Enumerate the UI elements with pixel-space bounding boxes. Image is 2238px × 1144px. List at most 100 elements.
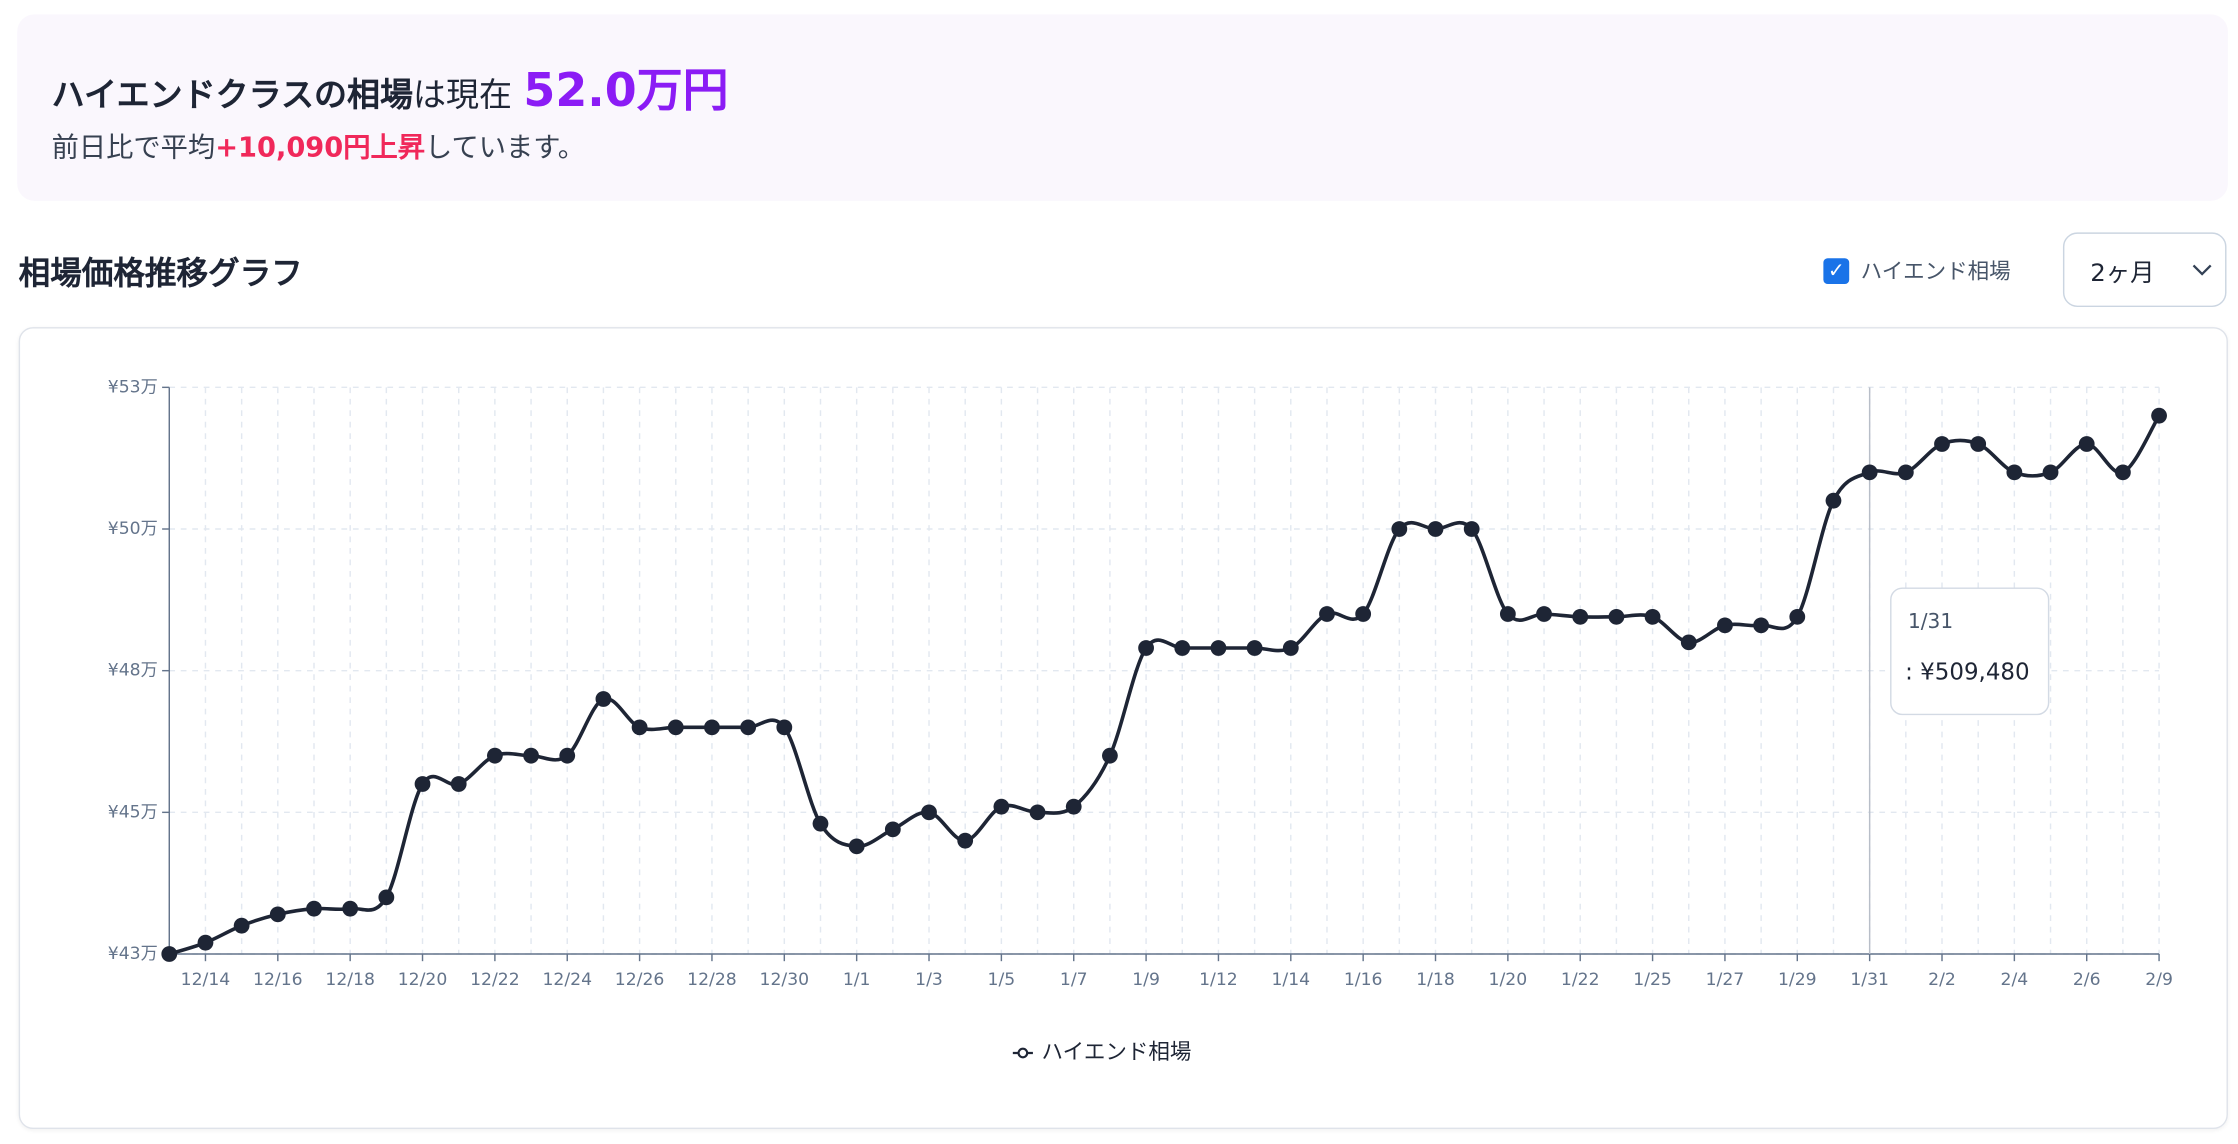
data-point	[378, 889, 395, 906]
data-point	[1499, 606, 1516, 622]
data-point	[197, 934, 214, 951]
x-tick-label: 12/14	[181, 970, 231, 990]
summary-subtitle: 前日比で平均+10,090円上昇しています。	[52, 126, 585, 165]
x-tick-label: 1/7	[1060, 970, 1088, 990]
data-point	[1246, 640, 1263, 656]
title-strong: ハイエンドクラスの相場	[51, 77, 413, 115]
chart-card	[18, 327, 2228, 1130]
current-price: 52.0万円	[523, 63, 729, 118]
summary-banner: ハイエンドクラスの相場は現在 52.0万円 前日比で平均+10,090円上昇してい…	[17, 14, 2228, 201]
data-point	[2151, 407, 2167, 424]
subtitle-post: しています。	[425, 131, 586, 164]
data-point	[1789, 608, 1806, 625]
data-point	[1065, 798, 1082, 815]
title-rest: は現在	[412, 77, 512, 115]
data-point	[631, 719, 648, 736]
data-point	[1138, 640, 1154, 656]
data-point	[2042, 464, 2059, 481]
data-point	[776, 719, 793, 736]
series-toggle[interactable]: ✓ ハイエンド相場	[1823, 255, 2011, 285]
data-point	[1282, 640, 1299, 656]
x-tick-label: 1/18	[1416, 970, 1455, 990]
data-point	[595, 691, 612, 707]
data-point	[1970, 436, 1987, 452]
legend-marker	[1017, 1047, 1029, 1059]
data-point	[1391, 521, 1408, 537]
period-value[interactable]: 2ヶ月	[2090, 258, 2155, 288]
x-tick-label: 12/26	[615, 970, 665, 990]
data-point	[1029, 804, 1046, 821]
x-tick-label: 2/4	[2001, 970, 2029, 990]
data-point	[1572, 608, 1589, 625]
data-point	[848, 838, 865, 855]
tooltip-box	[1890, 587, 2050, 716]
y-tick-label: ¥50万	[108, 519, 158, 539]
x-tick-label: 12/30	[760, 970, 810, 990]
y-tick-label: ¥53万	[108, 377, 158, 397]
subtitle-pre: 前日比で平均	[51, 131, 216, 164]
x-tick-label: 1/3	[915, 970, 943, 990]
data-point	[1608, 608, 1625, 625]
x-tick-label: 2/2	[1928, 970, 1956, 990]
x-tick-label: 1/14	[1271, 970, 1310, 990]
x-tick-label: 12/16	[253, 970, 303, 990]
data-point	[812, 815, 829, 832]
data-point	[450, 776, 467, 792]
x-tick-label: 1/27	[1706, 970, 1745, 990]
chevron	[2192, 264, 2212, 276]
data-point	[2078, 436, 2095, 452]
data-point	[1825, 492, 1842, 509]
period-select[interactable]: 2ヶ月	[2062, 232, 2227, 308]
data-point	[667, 719, 684, 736]
x-tick-label: 1/5	[988, 970, 1016, 990]
data-point	[1536, 606, 1552, 622]
x-tick-label: 2/6	[2073, 970, 2101, 990]
data-point	[269, 906, 286, 923]
x-tick-label: 1/12	[1199, 970, 1238, 990]
x-tick-label: 1/9	[1132, 970, 1160, 990]
data-point	[1861, 464, 1878, 481]
data-point	[486, 747, 503, 764]
y-tick-label: ¥48万	[108, 661, 158, 681]
legend-label: ハイエンド相場	[1042, 1040, 1192, 1065]
data-point	[1934, 436, 1950, 452]
data-point	[306, 900, 322, 917]
tooltip-title: 1/31	[1908, 609, 1953, 633]
tooltip-value: : ¥509,480	[1905, 659, 2029, 685]
data-point	[1355, 606, 1372, 622]
data-point	[161, 946, 178, 962]
data-point	[1427, 521, 1444, 537]
data-point	[921, 804, 937, 821]
y-tick-label: ¥45万	[108, 802, 158, 822]
summary-title: ハイエンドクラスの相場は現在 52.0万円	[52, 55, 729, 121]
x-tick-label: 1/1	[843, 970, 871, 990]
checkbox[interactable]: ✓	[1823, 257, 1850, 284]
data-point	[1680, 634, 1697, 651]
x-tick-label: 12/22	[470, 970, 520, 990]
x-tick-label: 1/16	[1344, 970, 1383, 990]
x-tick-label: 1/29	[1778, 970, 1817, 990]
data-point	[2006, 464, 2023, 481]
data-point	[884, 821, 901, 838]
data-point	[957, 832, 974, 849]
y-tick-label: ¥43万	[108, 944, 158, 964]
data-point	[1753, 617, 1770, 634]
checkbox-label[interactable]: ハイエンド相場	[1860, 258, 2011, 285]
data-point	[523, 747, 539, 764]
x-tick-label: 2/9	[2145, 970, 2173, 990]
x-tick-label: 1/31	[1850, 970, 1889, 990]
data-point	[1174, 640, 1191, 656]
data-point	[1463, 521, 1480, 537]
data-point	[414, 776, 431, 792]
data-point	[1102, 747, 1118, 764]
x-tick-label: 12/18	[325, 970, 375, 990]
data-point	[1210, 640, 1227, 656]
data-point	[704, 719, 720, 736]
data-point	[342, 900, 359, 917]
series-line	[168, 414, 2161, 956]
section-title: 相場価格推移グラフ	[18, 256, 303, 293]
data-point	[740, 719, 757, 736]
